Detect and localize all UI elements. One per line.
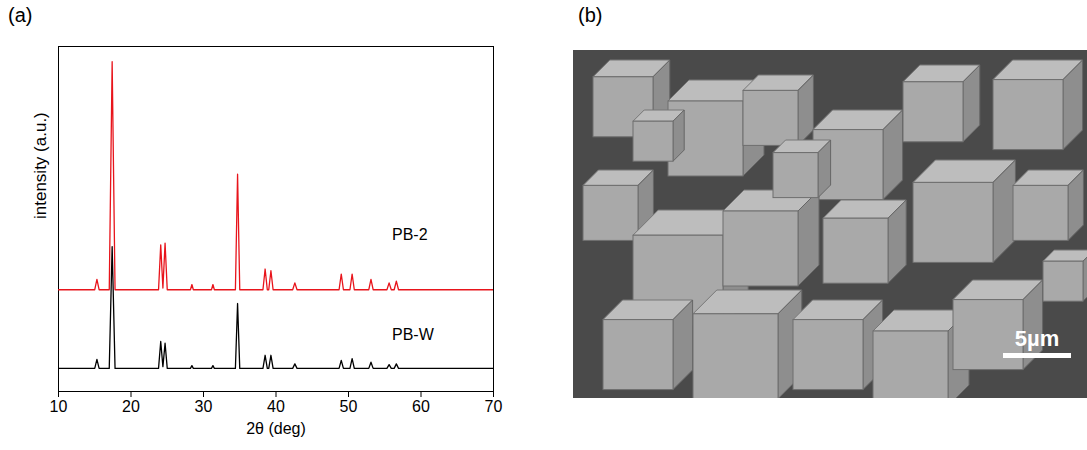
html-text:(a): (a) [8,4,33,26]
svg-text:10: 10 [50,398,68,415]
svg-text:2θ (deg): 2θ (deg) [246,420,306,437]
svg-text:intensity (a.u.): intensity (a.u.) [31,112,50,219]
svg-text:30: 30 [195,398,213,415]
svg-text:PB-2: PB-2 [392,226,428,243]
svg-text:40: 40 [267,398,285,415]
svg-text:70: 70 [485,398,503,415]
svg-text:20: 20 [122,398,140,415]
svg-text:50: 50 [340,398,358,415]
html-text:(b): (b) [578,4,603,26]
svg-text:5µm: 5µm [1015,326,1059,351]
svg-text:PB-W: PB-W [392,326,435,343]
svg-text:60: 60 [412,398,430,415]
